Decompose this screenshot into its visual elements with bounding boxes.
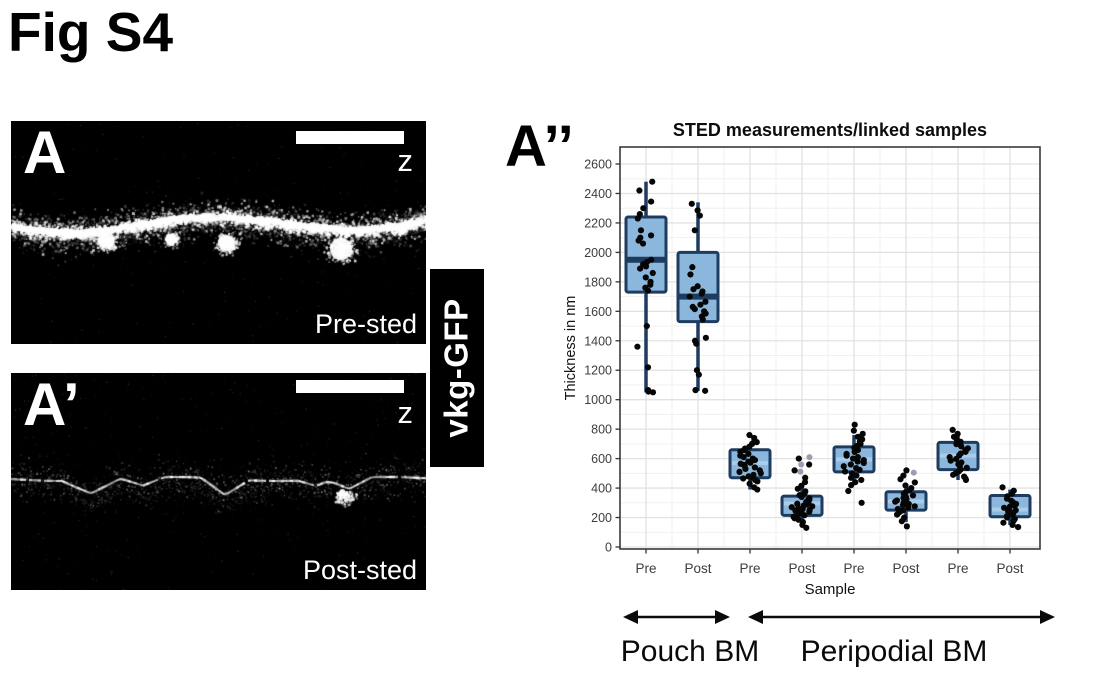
scale-bar	[296, 131, 404, 144]
jitter-points-5	[840, 421, 867, 506]
jitter-points-3	[736, 431, 764, 493]
stain-label: vkg-GFP	[438, 298, 476, 438]
z-axis-label: z	[397, 143, 414, 178]
svg-text:Post: Post	[684, 561, 711, 576]
svg-text:1400: 1400	[584, 334, 612, 348]
region-span-pouch-bm: Pouch BM	[621, 610, 759, 668]
jitter-points-8	[999, 484, 1022, 531]
svg-text:1800: 1800	[584, 275, 612, 289]
svg-text:800: 800	[591, 423, 612, 437]
svg-text:1000: 1000	[584, 393, 612, 407]
svg-text:600: 600	[591, 452, 612, 466]
region-span-peripodial-bm: Peripodial BM	[748, 610, 1055, 668]
jitter-points-1	[634, 178, 657, 396]
svg-text:Peripodial BM: Peripodial BM	[801, 635, 988, 668]
svg-text:2600: 2600	[584, 158, 612, 172]
jitter-points-4	[788, 454, 816, 531]
svg-text:200: 200	[591, 511, 612, 525]
stain-label-box: vkg-GFP	[430, 269, 484, 467]
svg-text:Sample: Sample	[805, 581, 856, 598]
figure-title: Fig S4	[8, 1, 174, 63]
svg-text:Pre: Pre	[739, 561, 760, 576]
micrograph-post-canvas	[11, 373, 426, 590]
chart-title: STED measurements/linked samples	[673, 120, 987, 140]
svg-text:Post: Post	[892, 561, 919, 576]
z-axis-label: z	[397, 395, 414, 430]
micrograph-pre-canvas	[11, 121, 426, 344]
svg-text:1200: 1200	[584, 364, 612, 378]
jitter-points-2	[686, 200, 709, 394]
svg-text:Post: Post	[996, 561, 1023, 576]
svg-text:Pouch BM: Pouch BM	[621, 635, 759, 668]
svg-text:2400: 2400	[584, 187, 612, 201]
panel-label-a-prime: A’	[23, 373, 80, 438]
svg-text:400: 400	[591, 482, 612, 496]
boxplot-chart: 0 200 400 600 800 1000 1200 1400 1600 1800 2000 220…	[563, 120, 1055, 668]
panel-label-a: A	[23, 121, 67, 186]
micrograph-post-sted: A’ z Post-sted	[11, 373, 426, 590]
svg-text:Pre: Pre	[843, 561, 864, 576]
svg-text:1600: 1600	[584, 305, 612, 319]
caption-post-sted: Post-sted	[302, 555, 417, 585]
panel-label-a-double-prime: A’’	[505, 114, 574, 179]
svg-text:Pre: Pre	[947, 561, 968, 576]
scale-bar	[296, 380, 404, 393]
svg-text:2200: 2200	[584, 216, 612, 230]
jitter-points-7	[946, 426, 971, 484]
micrograph-pre-sted: A z Pre-sted	[11, 121, 426, 344]
jitter-points-6	[892, 467, 918, 530]
svg-text:Pre: Pre	[635, 561, 656, 576]
svg-text:2000: 2000	[584, 246, 612, 260]
svg-text:Post: Post	[788, 561, 815, 576]
svg-text:0: 0	[605, 541, 612, 555]
svg-text:Thickness in nm: Thickness in nm	[563, 296, 579, 401]
caption-pre-sted: Pre-sted	[314, 309, 417, 339]
